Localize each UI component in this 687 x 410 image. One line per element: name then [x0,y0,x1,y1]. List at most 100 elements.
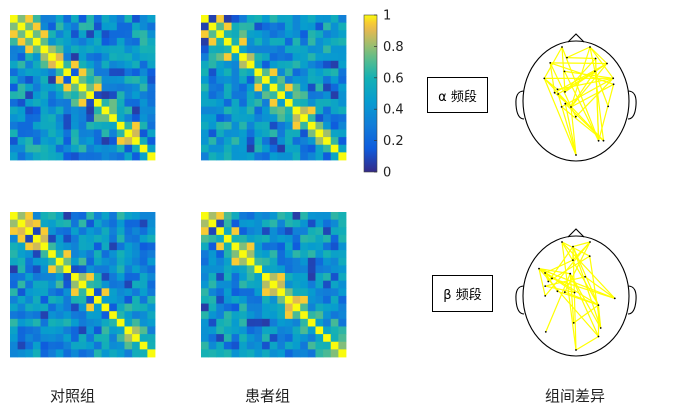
heatmap-cell [307,265,316,274]
heatmap-cell [93,295,102,304]
heatmap-cell [48,91,57,100]
heatmap-cell [25,60,34,69]
heatmap-cell [315,295,324,304]
heatmap-cell [40,53,49,62]
heatmap-cell [223,265,232,274]
heatmap-cell [246,295,255,304]
heatmap-cell [300,349,309,358]
heatmap-cell [139,121,148,130]
heatmap-cell [262,106,271,115]
heatmap-cell [132,152,141,161]
heatmap-cell [239,250,248,259]
heatmap-cell [10,311,19,320]
heatmap-cell [139,250,148,259]
heatmap-cell [315,273,324,282]
heatmap-cell [71,91,80,100]
heatmap-cell [216,22,225,31]
heatmap-cell [93,280,102,289]
heatmap-cell [246,242,255,251]
heatmap-cell [78,83,87,92]
heatmap-cell [201,242,210,251]
heatmap-cell [124,114,133,123]
heatmap-cell [262,91,271,100]
heatmap-cell [116,334,125,343]
heatmap-cell [139,273,148,282]
heatmap-cell [323,341,332,350]
heatmap-cell [124,15,133,24]
heatmap-cell [338,280,347,289]
heatmap-cell [116,68,125,77]
heatmap-cell [246,152,255,161]
heatmap-cell [338,273,347,282]
heatmap-cell [239,114,248,123]
heatmap-cell [246,273,255,282]
heatmap-cell [116,242,125,251]
heatmap-cell [201,121,210,130]
heatmap-cell [63,219,72,228]
heatmap-cell [307,106,316,115]
heatmap-cell [124,91,133,100]
heatmap-cell [63,318,72,327]
heatmap-cell [63,121,72,130]
heatmap-cell [86,242,95,251]
heatmap-cell [109,68,118,77]
heatmap-cell [262,114,271,123]
colorbar-tick-label: 0.4 [383,103,404,118]
heatmap-cell [78,15,87,24]
heatmap-cell [262,219,271,228]
heatmap-cell [40,273,49,282]
heatmap-cell [246,265,255,274]
heatmap-cell [307,129,316,138]
heatmap-cell [307,137,316,146]
connectivity-edge [561,77,614,108]
heatmap-cell [254,106,263,115]
heatmap-cell [132,68,141,77]
heatmap-cell [147,91,156,100]
heatmap-cell [93,349,102,358]
heatmap-cell [246,303,255,312]
connectivity-edge [543,46,563,79]
heatmap-cell [48,76,57,85]
heatmap-cell [292,83,301,92]
heatmap-cell [323,91,332,100]
heatmap-cell [10,98,19,107]
heatmap-cell [109,22,118,31]
heatmap-cell [86,273,95,282]
heatmap-cell [277,341,286,350]
heatmap-cell [338,349,347,358]
heatmap-cell [269,152,278,161]
heatmap-cell [284,137,293,146]
heatmap-cell [208,295,217,304]
heatmap-cell [116,257,125,266]
heatmap-cell [262,311,271,320]
heatmap-cell [338,227,347,236]
heatmap-cell [223,311,232,320]
heatmap-cell [116,60,125,69]
heatmap-cell [330,30,339,39]
heatmap-cell [78,341,87,350]
heatmap-cell [139,91,148,100]
heatmap-cell [25,83,34,92]
heatmap-cell [307,341,316,350]
heatmap-cell [246,53,255,62]
connectivity-edge [543,77,558,90]
heatmap-cell [231,98,240,107]
heatmap-cell [10,334,19,343]
heatmap-cell [307,234,316,243]
heatmap-cell [78,326,87,335]
heatmap-cell [147,326,156,335]
heatmap-cell [223,121,232,130]
heatmap-cell [254,341,263,350]
heatmap-cell [124,22,133,31]
heatmap-cell [139,318,148,327]
heatmap-cell [307,227,316,236]
heatmap-cell [48,280,57,289]
heatmap-cell [132,60,141,69]
heatmap-cell [338,60,347,69]
heatmap-cell [231,45,240,54]
heatmap-cell [300,152,309,161]
heatmap-cell [55,326,64,335]
heatmap-cell [254,349,263,358]
heatmap-cell [338,234,347,243]
heatmap-cell [323,273,332,282]
